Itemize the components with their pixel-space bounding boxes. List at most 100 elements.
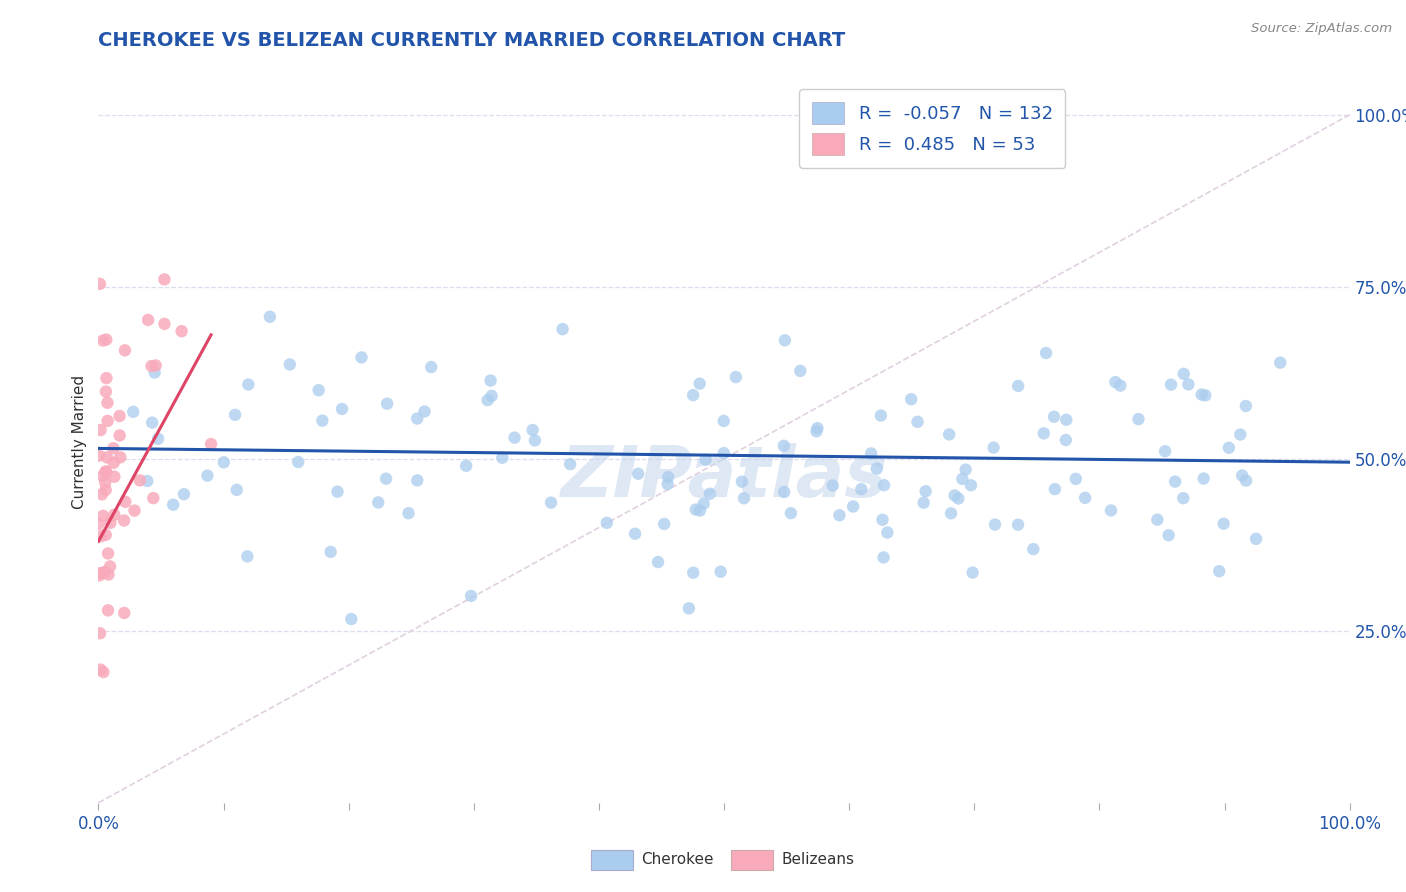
Point — [1244, 532, 1267, 546]
Point — [1177, 377, 1199, 392]
Point — [94, 528, 117, 542]
Point — [112, 514, 135, 528]
Point — [900, 392, 922, 407]
Point — [731, 475, 754, 489]
Point — [114, 495, 136, 509]
Point — [90, 529, 112, 543]
Point — [912, 496, 935, 510]
Point — [551, 322, 574, 336]
Point — [224, 408, 246, 422]
Text: Belizeans: Belizeans — [782, 853, 855, 867]
Point — [984, 517, 1007, 532]
Point — [1173, 367, 1195, 381]
Point — [1191, 387, 1213, 401]
Text: ZIPatlas: ZIPatlas — [561, 443, 887, 512]
Point — [98, 559, 121, 574]
Point — [128, 474, 150, 488]
Point — [1007, 379, 1029, 393]
Point — [842, 500, 865, 514]
Point — [657, 470, 679, 484]
Point — [145, 359, 167, 373]
Point — [326, 484, 349, 499]
Point — [773, 334, 796, 348]
Point — [503, 431, 526, 445]
Point — [124, 503, 146, 517]
Point — [141, 359, 163, 373]
Point — [122, 405, 145, 419]
Point — [693, 497, 716, 511]
Point — [146, 432, 169, 446]
Point — [806, 425, 828, 439]
Point — [170, 324, 193, 338]
Point — [1032, 426, 1054, 441]
Point — [773, 485, 796, 500]
Point — [103, 442, 125, 456]
Point — [689, 503, 711, 517]
Point — [1109, 378, 1132, 392]
Point — [657, 477, 679, 491]
Point — [652, 516, 675, 531]
Point — [93, 566, 115, 580]
Point — [91, 508, 114, 523]
Point — [350, 351, 373, 365]
Point — [1104, 375, 1126, 389]
Point — [523, 434, 546, 448]
Point — [479, 374, 502, 388]
Point — [89, 626, 111, 640]
Point — [1064, 472, 1087, 486]
Point — [110, 450, 132, 465]
Point — [420, 359, 443, 374]
Point — [907, 415, 929, 429]
Point — [375, 472, 398, 486]
Point — [710, 565, 733, 579]
Point — [97, 567, 120, 582]
Point — [914, 484, 936, 499]
Point — [1157, 528, 1180, 542]
Point — [162, 498, 184, 512]
Y-axis label: Currently Married: Currently Married — [72, 375, 87, 508]
Point — [540, 495, 562, 509]
Legend: R =  -0.057   N = 132, R =  0.485   N = 53: R = -0.057 N = 132, R = 0.485 N = 53 — [799, 89, 1066, 168]
Point — [398, 506, 420, 520]
Point — [1160, 377, 1182, 392]
Point — [97, 603, 120, 617]
Point — [872, 550, 894, 565]
Point — [406, 411, 429, 425]
Point — [91, 487, 114, 501]
Point — [1208, 564, 1230, 578]
Point — [1173, 491, 1195, 506]
Point — [287, 455, 309, 469]
Point — [87, 449, 110, 463]
Point — [960, 478, 983, 492]
Point — [413, 404, 436, 418]
Point — [96, 333, 118, 347]
Point — [1146, 513, 1168, 527]
Point — [173, 487, 195, 501]
Point — [93, 665, 115, 679]
Point — [460, 589, 482, 603]
Point — [491, 450, 513, 465]
Point — [97, 546, 120, 560]
Point — [724, 370, 747, 384]
Point — [375, 397, 398, 411]
Point — [938, 427, 960, 442]
Point — [259, 310, 281, 324]
Point — [278, 358, 301, 372]
Point — [624, 526, 647, 541]
Point — [89, 663, 111, 677]
Point — [713, 446, 735, 460]
Point — [96, 450, 118, 465]
Point — [93, 565, 115, 579]
Point — [1192, 471, 1215, 485]
Point — [948, 491, 970, 506]
Point — [1022, 542, 1045, 557]
Point — [647, 555, 669, 569]
Text: CHEROKEE VS BELIZEAN CURRENTLY MARRIED CORRELATION CHART: CHEROKEE VS BELIZEAN CURRENTLY MARRIED C… — [98, 31, 845, 50]
Point — [136, 474, 159, 488]
Point — [89, 566, 111, 581]
Point — [860, 446, 883, 460]
Point — [522, 423, 544, 437]
Point — [330, 401, 353, 416]
Point — [1035, 346, 1057, 360]
Point — [136, 313, 159, 327]
